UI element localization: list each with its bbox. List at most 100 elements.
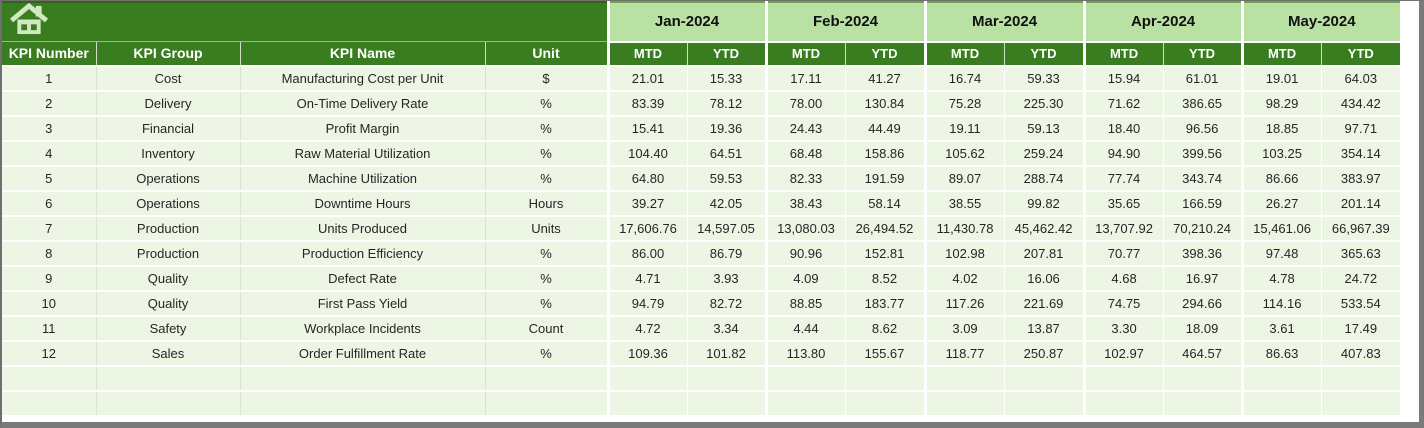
value-cell: 365.63	[1320, 240, 1401, 267]
value-cell: 11,430.78	[923, 215, 1005, 242]
value-cell: 24.43	[764, 115, 845, 142]
unit-cell: %	[484, 90, 608, 117]
value-cell: 19.36	[686, 115, 766, 142]
value-cell: 70.77	[1082, 240, 1164, 267]
header-jan-mtd: MTD	[606, 41, 687, 67]
header-feb-mtd: MTD	[764, 41, 845, 67]
kpi-group-cell: Inventory	[95, 140, 240, 167]
table-row: 8 Production Production Efficiency% 86.00 86…	[2, 240, 1401, 267]
unit-cell: Units	[484, 215, 608, 242]
value-cell: 105.62	[923, 140, 1005, 167]
value-cell: 398.36	[1162, 240, 1243, 267]
kpi-name-cell	[239, 365, 485, 392]
table-row: 2 Delivery On-Time Delivery Rate% 83.39 78.1…	[2, 90, 1401, 117]
value-cell: 38.43	[764, 190, 845, 217]
unit-cell	[484, 390, 608, 417]
value-cell: 98.29	[1240, 90, 1322, 117]
value-cell: 82.72	[686, 290, 766, 317]
value-cell: 17.11	[764, 65, 845, 92]
kpi-number-cell: 9	[2, 265, 96, 292]
value-cell: 3.93	[686, 265, 766, 292]
value-cell: 59.53	[686, 165, 766, 192]
kpi-number-cell: 11	[2, 315, 96, 342]
value-cell: 13.87	[1003, 315, 1085, 342]
header-kpi-number: KPI Number	[2, 41, 96, 67]
kpi-group-cell: Sales	[95, 340, 240, 367]
value-cell: 61.01	[1162, 65, 1243, 92]
value-cell: 101.82	[686, 340, 766, 367]
table-row: 1 Cost Manufacturing Cost per Unit $21.01 15…	[2, 65, 1401, 92]
value-cell: 8.52	[844, 265, 926, 292]
value-cell: 26,494.52	[844, 215, 926, 242]
unit-cell: %	[484, 140, 608, 167]
value-cell	[1240, 390, 1322, 417]
value-cell: 64.80	[606, 165, 687, 192]
header-kpi-group: KPI Group	[95, 41, 240, 67]
value-cell: 18.85	[1240, 115, 1322, 142]
kpi-group-cell: Cost	[95, 65, 240, 92]
value-cell: 4.44	[764, 315, 845, 342]
value-cell: 97.48	[1240, 240, 1322, 267]
header-unit: Unit	[484, 41, 608, 67]
kpi-number-cell: 8	[2, 240, 96, 267]
header-apr-mtd: MTD	[1082, 41, 1164, 67]
value-cell: 201.14	[1320, 190, 1401, 217]
kpi-number-cell: 2	[2, 90, 96, 117]
unit-cell	[484, 365, 608, 392]
kpi-group-cell: Quality	[95, 265, 240, 292]
month-banner-row: Jan-2024 Feb-2024 Mar-2024 Apr-2024 May-…	[2, 1, 1401, 43]
table-row: 7 Production Units Produced Units 17,606.76 1…	[2, 215, 1401, 242]
kpi-number-cell: 12	[2, 340, 96, 367]
kpi-group-cell	[95, 365, 240, 392]
value-cell: 15,461.06	[1240, 215, 1322, 242]
kpi-group-cell: Operations	[95, 165, 240, 192]
value-cell: 70,210.24	[1162, 215, 1243, 242]
value-cell: 4.71	[606, 265, 687, 292]
month-header-mar: Mar-2024	[923, 1, 1085, 43]
unit-cell: Hours	[484, 190, 608, 217]
value-cell: 383.97	[1320, 165, 1401, 192]
value-cell: 78.12	[686, 90, 766, 117]
value-cell	[1162, 365, 1243, 392]
value-cell: 59.13	[1003, 115, 1085, 142]
value-cell	[1240, 365, 1322, 392]
table-row: 10 Quality First Pass Yield% 94.79 82.72 88.8…	[2, 290, 1401, 317]
value-cell: 41.27	[844, 65, 926, 92]
value-cell	[1162, 390, 1243, 417]
value-cell	[1082, 365, 1164, 392]
value-cell: 97.71	[1320, 115, 1401, 142]
kpi-number-cell: 3	[2, 115, 96, 142]
kpi-group-cell: Operations	[95, 190, 240, 217]
value-cell	[764, 390, 845, 417]
table-row: 6 Operations Downtime Hours Hours 39.27 42.05…	[2, 190, 1401, 217]
table-row: 11 Safety Workplace Incidents Count 4.72 3.34…	[2, 315, 1401, 342]
value-cell: 66,967.39	[1320, 215, 1401, 242]
value-cell: 19.11	[923, 115, 1005, 142]
home-icon[interactable]	[9, 2, 49, 36]
value-cell	[844, 390, 926, 417]
value-cell: 89.07	[923, 165, 1005, 192]
value-cell: 13,080.03	[764, 215, 845, 242]
header-kpi-name: KPI Name	[239, 41, 485, 67]
value-cell: 16.06	[1003, 265, 1085, 292]
value-cell: 434.42	[1320, 90, 1401, 117]
value-cell: 82.33	[764, 165, 845, 192]
value-cell	[606, 365, 687, 392]
value-cell	[606, 390, 687, 417]
kpi-group-cell: Delivery	[95, 90, 240, 117]
value-cell: 77.74	[1082, 165, 1164, 192]
value-cell: 94.90	[1082, 140, 1164, 167]
kpi-name-cell: Downtime Hours	[239, 190, 485, 217]
unit-cell: %	[484, 115, 608, 142]
value-cell: 221.69	[1003, 290, 1085, 317]
header-mar-ytd: YTD	[1003, 41, 1085, 67]
value-cell: 407.83	[1320, 340, 1401, 367]
table-row: 9 Quality Defect Rate% 4.71 3.93 4.09 8.52 4.02…	[2, 265, 1401, 292]
value-cell: 74.75	[1082, 290, 1164, 317]
kpi-number-cell	[2, 390, 96, 417]
kpi-number-cell	[2, 365, 96, 392]
unit-cell: Count	[484, 315, 608, 342]
value-cell: 354.14	[1320, 140, 1401, 167]
header-mar-mtd: MTD	[923, 41, 1005, 67]
value-cell: 26.27	[1240, 190, 1322, 217]
